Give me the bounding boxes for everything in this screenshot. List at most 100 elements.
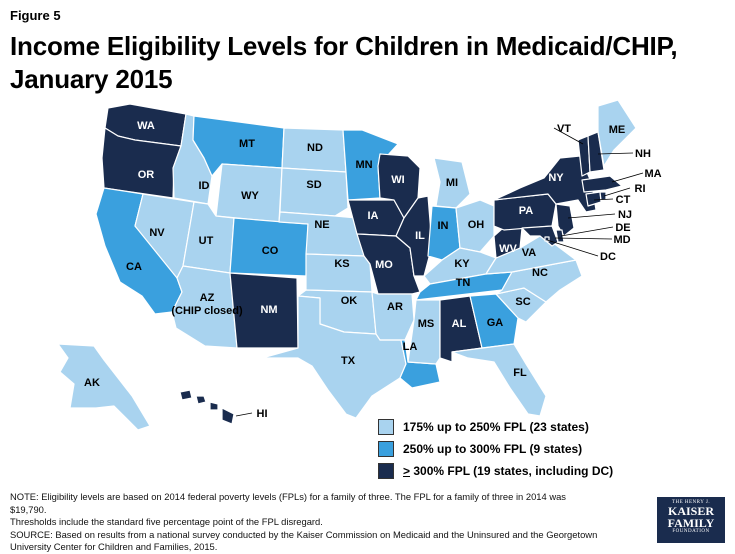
- note-line-2: Thresholds include the standard five per…: [10, 516, 323, 528]
- state-label-nh: NH: [635, 148, 651, 160]
- state-tx: [261, 295, 407, 419]
- note-line-1: NOTE: Eligibility levels are based on 20…: [10, 491, 566, 515]
- leader-line-hi: [235, 412, 253, 417]
- state-label-va: VA: [522, 247, 537, 259]
- leader-line-dc: [546, 239, 599, 257]
- state-label-hi: HI: [257, 408, 268, 420]
- legend-swatch-medium: [378, 441, 394, 457]
- state-label-ri: RI: [635, 183, 646, 195]
- state-label-dc: DC: [600, 251, 616, 263]
- state-me: [597, 99, 637, 167]
- state-label-nm: NM: [260, 304, 277, 316]
- note-line-3: SOURCE: Based on results from a national…: [10, 528, 598, 540]
- state-ct: [585, 191, 602, 207]
- state-ny: [493, 155, 597, 213]
- state-ma: [581, 175, 623, 193]
- state-label-md: MD: [613, 234, 630, 246]
- state-nh: [587, 131, 605, 173]
- legend-label-medium: 250% up to 300% FPL (9 states): [403, 442, 583, 456]
- state-label-pa: PA: [519, 205, 534, 217]
- leader-line-de: [560, 226, 614, 237]
- state-label-ak: AK: [84, 377, 100, 389]
- state-label-ca: CA: [126, 261, 142, 273]
- state-label-la: LA: [403, 341, 418, 353]
- state-label-ia: IA: [368, 210, 379, 222]
- state-sublabel-az: (CHIP closed): [171, 305, 243, 317]
- leader-line-ct: [593, 198, 614, 201]
- state-label-mo: MO: [375, 259, 393, 271]
- state-label-wa: WA: [137, 120, 155, 132]
- state-fl: [451, 343, 547, 417]
- title-line-2: January 2015: [10, 64, 173, 94]
- state-label-in: IN: [438, 220, 449, 232]
- state-label-ok: OK: [341, 295, 358, 307]
- state-ga: [469, 293, 519, 349]
- state-label-nc: NC: [532, 267, 548, 279]
- leader-line-ri: [603, 187, 631, 197]
- state-label-ks: KS: [334, 258, 349, 270]
- state-label-tn: TN: [456, 277, 471, 289]
- legend-label-dark: 300% FPL (19 states, including DC): [410, 464, 614, 478]
- title-line-1: Income Eligibility Levels for Children i…: [10, 31, 678, 61]
- leader-line-md: [554, 237, 613, 240]
- state-nj: [555, 203, 575, 237]
- figure-label: Figure 5: [10, 8, 61, 23]
- state-label-de: DE: [615, 222, 630, 234]
- leader-line-nh: [597, 152, 634, 155]
- state-label-fl: FL: [513, 367, 527, 379]
- state-nc: [495, 259, 583, 303]
- leader-line-nj: [567, 213, 616, 219]
- state-label-id: ID: [199, 180, 210, 192]
- logo-line-1: THE HENRY J.: [671, 500, 711, 505]
- state-ak: [57, 343, 151, 431]
- state-label-ga: GA: [487, 317, 504, 329]
- state-label-mn: MN: [355, 159, 372, 171]
- state-label-nd: ND: [307, 142, 323, 154]
- state-label-wy: WY: [241, 190, 259, 202]
- state-label-ms: MS: [418, 318, 435, 330]
- state-label-ne: NE: [314, 219, 329, 231]
- state-label-co: CO: [262, 245, 279, 257]
- note-line-4: University Center for Children and Famil…: [10, 541, 218, 553]
- legend-swatch-dark: [378, 463, 394, 479]
- state-label-ky: KY: [454, 258, 470, 270]
- state-ri: [599, 191, 607, 201]
- state-label-wi: WI: [391, 174, 404, 186]
- legend-item-light: 175% up to 250% FPL (23 states): [378, 416, 613, 438]
- state-label-sc: SC: [515, 296, 530, 308]
- legend-item-medium: 250% up to 300% FPL (9 states): [378, 438, 613, 460]
- state-la: [379, 339, 441, 389]
- state-label-oh: OH: [468, 219, 485, 231]
- legend-label-light: 175% up to 250% FPL (23 states): [403, 420, 589, 434]
- logo-line-4: FOUNDATION: [672, 529, 710, 534]
- state-label-ny: NY: [548, 172, 564, 184]
- state-label-ct: CT: [616, 194, 631, 206]
- state-label-mi: MI: [446, 177, 458, 189]
- state-label-tx: TX: [341, 355, 356, 367]
- logo-line-3: FAMILY: [667, 516, 715, 530]
- state-label-nj: NJ: [618, 209, 632, 221]
- state-label-wv: WV: [499, 243, 517, 255]
- state-label-or: OR: [138, 169, 155, 181]
- kff-logo: THE HENRY J. KAISER FAMILY FOUNDATION: [657, 497, 725, 543]
- state-label-me: ME: [609, 124, 626, 136]
- state-ks: [305, 253, 373, 293]
- state-hi: [179, 389, 235, 425]
- legend: 175% up to 250% FPL (23 states) 250% up …: [378, 416, 613, 482]
- legend-item-dark: > 300% FPL (19 states, including DC): [378, 460, 613, 482]
- leader-line-ma: [611, 172, 644, 183]
- page-title: Income Eligibility Levels for Children i…: [10, 30, 725, 96]
- state-label-al: AL: [452, 318, 467, 330]
- state-label-ma: MA: [644, 168, 661, 180]
- state-ar: [371, 291, 415, 341]
- state-label-sd: SD: [306, 179, 321, 191]
- state-label-nv: NV: [149, 227, 165, 239]
- state-label-il: IL: [415, 230, 425, 242]
- state-sd: [279, 167, 349, 217]
- state-label-mt: MT: [239, 138, 255, 150]
- us-map: WA OR CA ID NV MT WY UT AZ(CHIP closed) CO NM ND SD N…: [57, 99, 662, 431]
- leader-line-vt: [553, 127, 584, 145]
- legend-swatch-light: [378, 419, 394, 435]
- state-label-ar: AR: [387, 301, 403, 313]
- footnote: NOTE: Eligibility levels are based on 20…: [10, 491, 600, 554]
